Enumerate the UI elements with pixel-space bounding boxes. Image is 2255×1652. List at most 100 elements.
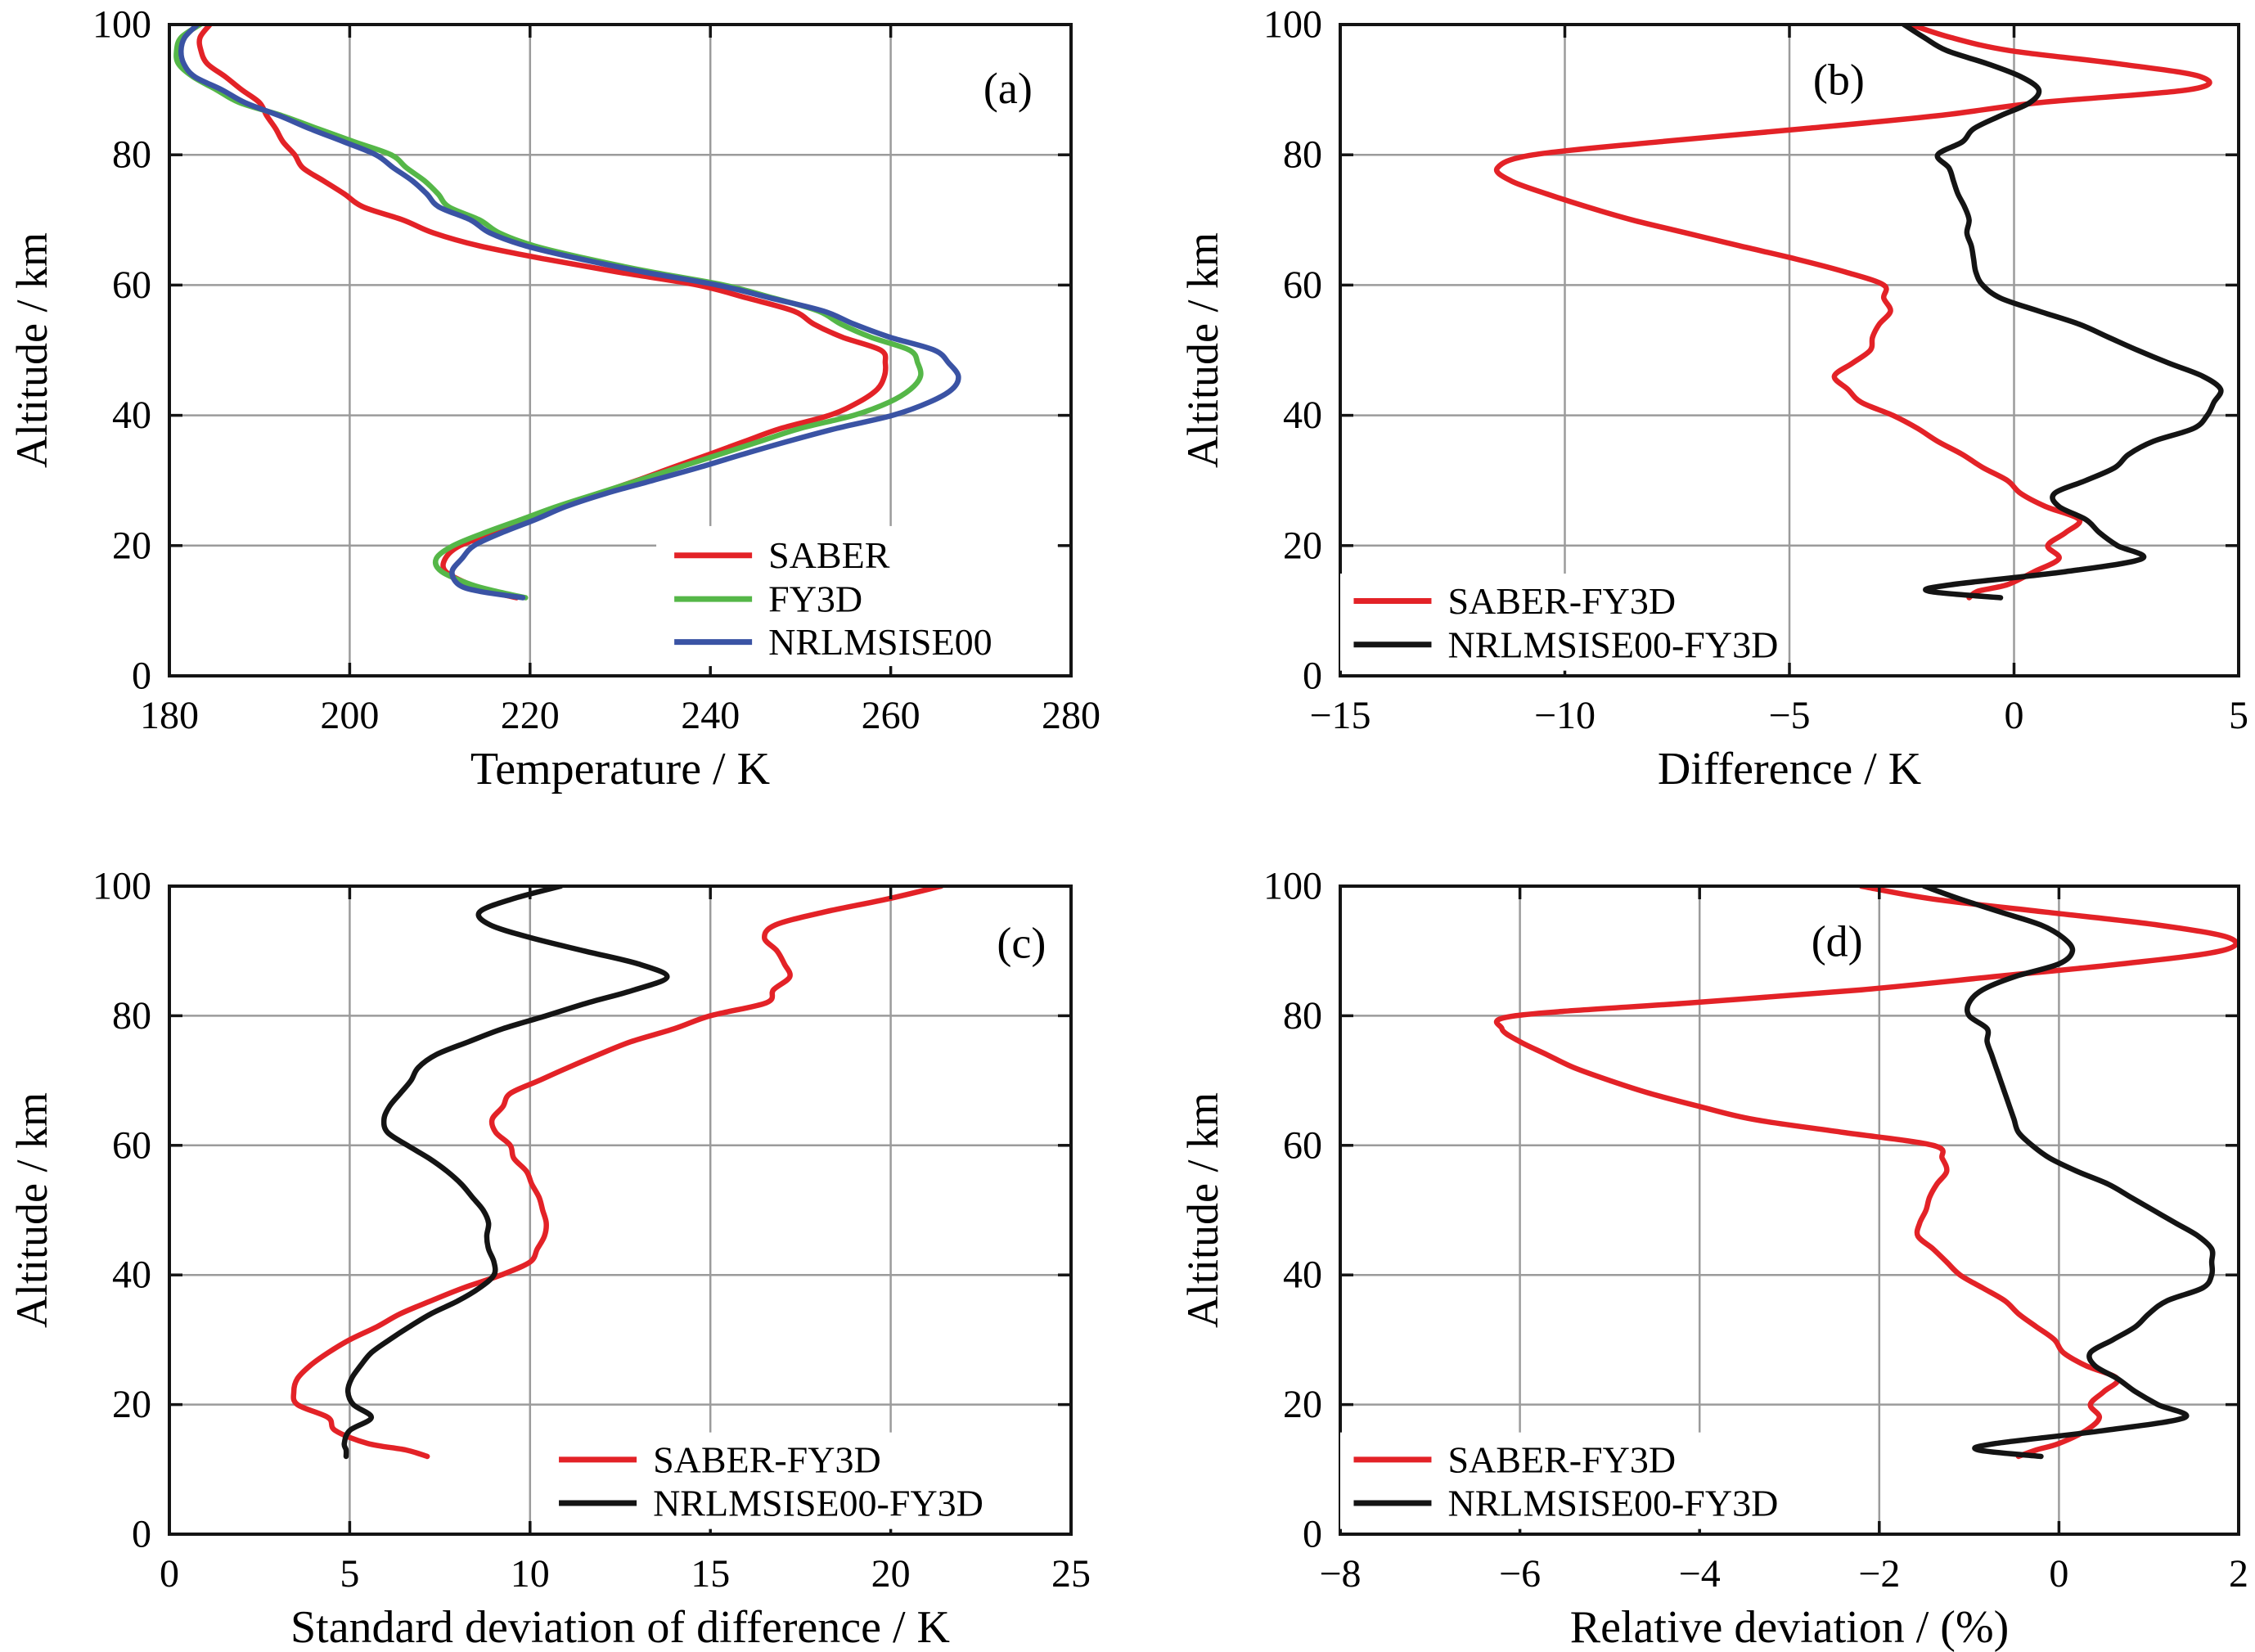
legend-label-saber-fy3d: SABER-FY3D (653, 1438, 881, 1480)
gridlines (169, 886, 1071, 1534)
x-tick-label: 10 (511, 1552, 550, 1596)
axes-frame (1339, 23, 2240, 677)
curves (290, 886, 944, 1460)
curve-saber-fy3d (1493, 886, 2239, 1460)
legend-background (537, 1432, 954, 1529)
curves (1493, 886, 2239, 1460)
panel-b: −15 −10 −5 0 5 0 20 40 60 80 100 Difference / K Alti… (1178, 3, 2248, 795)
y-axis-title: Altitude / km (1178, 232, 1227, 468)
x-axis-title: Temperature / K (470, 744, 770, 794)
y-tick-label: 60 (1283, 1123, 1322, 1167)
y-tick-label: 60 (112, 263, 151, 307)
y-tick-label: 60 (1283, 263, 1322, 307)
y-tick-label: 40 (112, 394, 151, 437)
y-axis-title: Altitude / km (1178, 1092, 1227, 1328)
y-tick-label: 100 (1263, 865, 1322, 908)
curve-nrlmsise00-fy3d (1901, 25, 2224, 601)
x-axis-title: Difference / K (1658, 744, 1921, 794)
y-tick-label: 100 (92, 3, 151, 47)
curve-nrlmsise00-fy3d (1921, 886, 2216, 1460)
x-tick-label: −5 (1768, 694, 1810, 737)
y-tick-label: 100 (1263, 3, 1322, 47)
x-tick-label: −10 (1534, 694, 1596, 737)
legend-label-nrlmsise00-fy3d: NRLMSISE00-FY3D (1447, 1482, 1778, 1524)
x-tick-label: −15 (1309, 694, 1371, 737)
legend-label-nrlmsise00: NRLMSISE00 (768, 621, 992, 663)
panel-a: 180 200 220 240 260 280 0 20 40 60 80 100 Temperatur… (7, 3, 1100, 795)
panel-letter-d: (d) (1812, 916, 1863, 966)
y-tick-label: 80 (112, 133, 151, 177)
y-axis-title: Altitude / km (7, 232, 56, 468)
x-tick-label: 15 (691, 1552, 730, 1596)
plot-frame (168, 23, 1073, 677)
x-axis-title: Relative deviation / (%) (1570, 1602, 2009, 1652)
gridlines (169, 25, 1071, 676)
x-tick-label: 240 (681, 694, 740, 737)
y-tick-label: 20 (1283, 1383, 1322, 1426)
legend-label-saber-fy3d: SABER-FY3D (1447, 580, 1676, 622)
x-tick-label: 5 (340, 1552, 359, 1596)
x-tick-label: 200 (320, 694, 379, 737)
x-tick-label: −8 (1319, 1552, 1361, 1596)
plot-frame (168, 885, 1073, 1536)
legend-label-nrlmsise00-fy3d: NRLMSISE00-FY3D (653, 1482, 983, 1524)
gridlines (1340, 886, 2239, 1534)
legend-label-saber: SABER (768, 534, 890, 576)
panel-letter-c: (c) (997, 919, 1046, 968)
panel-letter-b: (b) (1813, 56, 1865, 105)
x-tick-label: −4 (1679, 1552, 1721, 1596)
y-tick-label: 100 (92, 865, 151, 908)
y-tick-label: 40 (1283, 1254, 1322, 1297)
x-tick-label: −6 (1499, 1552, 1541, 1596)
y-tick-label: 0 (1303, 655, 1322, 698)
y-tick-label: 0 (132, 1513, 151, 1556)
x-tick-label: 2 (2229, 1552, 2248, 1596)
legend-background (1340, 574, 1763, 671)
x-tick-label: 0 (160, 1552, 179, 1596)
x-tick-label: 0 (2005, 694, 2024, 737)
y-tick-label: 40 (1283, 394, 1322, 437)
y-axis-title: Altitude / km (7, 1092, 56, 1328)
panel-c: 0 5 10 15 20 25 0 20 40 60 80 100 Standard deviation… (7, 865, 1091, 1652)
y-tick-label: 20 (112, 524, 151, 567)
axes-frame (1339, 885, 2240, 1536)
legend-label-saber-fy3d: SABER-FY3D (1447, 1438, 1676, 1480)
curve-nrlmsise00 (178, 25, 961, 601)
y-tick-label: 0 (132, 655, 151, 698)
y-tick-label: 20 (112, 1383, 151, 1426)
x-axis-title: Standard deviation of difference / K (290, 1602, 950, 1652)
x-tick-label: 25 (1051, 1552, 1091, 1596)
axes-frame (168, 23, 1073, 677)
legend-label-nrlmsise00-fy3d: NRLMSISE00-FY3D (1447, 623, 1778, 665)
x-tick-label: 260 (862, 694, 920, 737)
x-tick-label: 220 (501, 694, 560, 737)
x-tick-label: 180 (140, 694, 199, 737)
panel-letter-a: (a) (983, 64, 1033, 113)
y-tick-label: 60 (112, 1123, 151, 1167)
curves (173, 25, 961, 601)
x-tick-label: 20 (871, 1552, 911, 1596)
plot-frame (1339, 885, 2240, 1536)
curve-saber-fy3d (290, 886, 944, 1460)
axes-frame (168, 885, 1073, 1536)
y-tick-label: 20 (1283, 524, 1322, 567)
y-tick-label: 80 (112, 994, 151, 1038)
y-tick-label: 40 (112, 1254, 151, 1297)
x-tick-label: 0 (2049, 1552, 2068, 1596)
x-tick-label: 5 (2229, 694, 2248, 737)
x-tick-label: 280 (1042, 694, 1100, 737)
legend-label-fy3d: FY3D (768, 578, 862, 620)
curve-saber-fy3d (1493, 25, 2212, 601)
x-tick-label: −2 (1858, 1552, 1900, 1596)
curve-nrlmsise00-fy3d (341, 886, 670, 1460)
gridlines (1340, 25, 2239, 676)
legend-background (1340, 1432, 1763, 1529)
curves (1493, 25, 2224, 601)
